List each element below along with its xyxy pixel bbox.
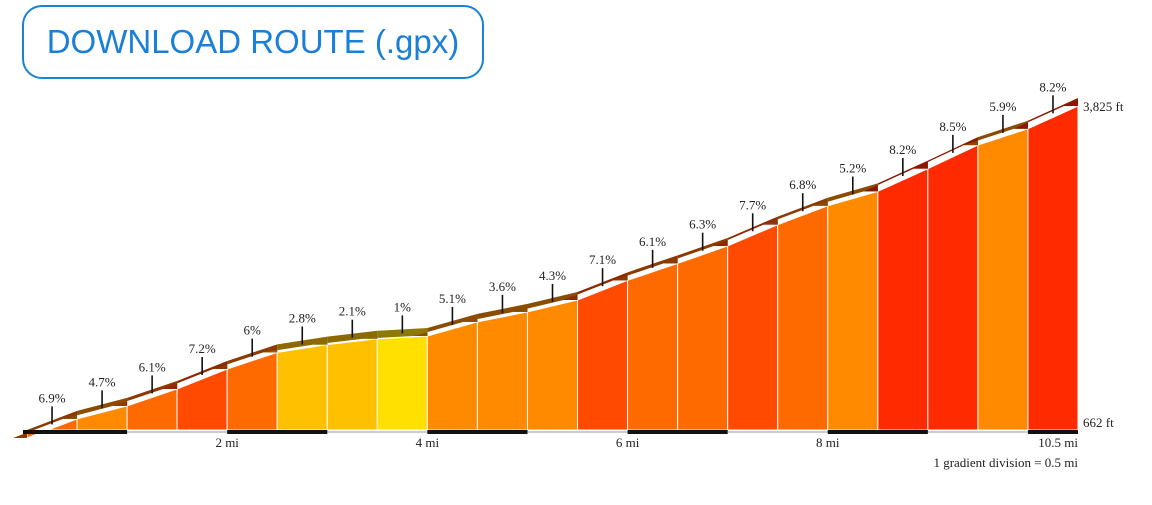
distance-end-label: 10.5 mi xyxy=(1038,435,1078,450)
segment-fill xyxy=(326,338,378,431)
gradient-label: 6.8% xyxy=(789,177,816,192)
gradient-label: 5.9% xyxy=(989,99,1016,114)
segment-fill xyxy=(376,335,428,431)
segment-fill xyxy=(426,321,478,431)
gradient-label: 6.3% xyxy=(689,217,716,232)
gradient-label: 1% xyxy=(394,299,412,314)
gradient-label: 2.8% xyxy=(289,310,316,325)
segment-fill xyxy=(126,388,178,431)
segment-top xyxy=(463,303,528,322)
gradient-label: 6.1% xyxy=(639,234,666,249)
segment-top xyxy=(513,291,578,312)
segment-top xyxy=(963,120,1028,146)
x-tick-label: 4 mi xyxy=(416,435,440,450)
x-tick-label: 8 mi xyxy=(816,435,840,450)
segment-fill xyxy=(226,351,278,431)
gradient-label: 8.2% xyxy=(889,142,916,157)
gradient-label: 7.2% xyxy=(189,341,216,356)
segment-top xyxy=(213,344,278,369)
segment-top xyxy=(663,237,728,264)
segment-fill xyxy=(927,144,979,431)
segment-fill xyxy=(1027,105,1079,431)
gradient-label: 6.1% xyxy=(139,359,166,374)
gradient-label: 6.9% xyxy=(38,390,65,405)
segment-fill xyxy=(627,262,679,431)
x-tick-label: 6 mi xyxy=(616,435,640,450)
segment-fill xyxy=(677,245,729,431)
segment-top xyxy=(913,137,978,169)
segment-top xyxy=(113,380,178,406)
segment-fill xyxy=(476,311,528,431)
gradient-label: 7.1% xyxy=(589,252,616,267)
segment-top xyxy=(263,336,328,353)
segment-top xyxy=(1013,98,1078,129)
segment-fill xyxy=(877,167,929,431)
gradient-label: 7.7% xyxy=(739,197,766,212)
gradient-label: 5.2% xyxy=(839,161,866,176)
distance-axis: 2 mi 4 mi 6 mi 8 mi xyxy=(23,430,1078,450)
elevation-min-label: 662 ft xyxy=(1083,415,1114,430)
gradient-label: 4.7% xyxy=(89,374,116,389)
segment-fill xyxy=(727,223,779,431)
segment-fill xyxy=(977,128,1029,431)
segment-top xyxy=(763,197,828,225)
segment-top xyxy=(613,255,678,281)
gradient-label: 4.3% xyxy=(539,268,566,283)
segment-top xyxy=(863,160,928,192)
segment-fill xyxy=(577,279,629,431)
segment-tops xyxy=(13,98,1078,438)
x-tick-label: 2 mi xyxy=(215,435,239,450)
segment-fill xyxy=(526,299,579,431)
gradient-label: 5.1% xyxy=(439,291,466,306)
segment-fill xyxy=(827,190,879,431)
gradient-label: 8.2% xyxy=(1039,79,1066,94)
segment-top xyxy=(713,216,778,246)
segment-fills xyxy=(26,105,1079,439)
segment-top xyxy=(163,360,228,389)
segment-top xyxy=(363,328,428,339)
elevation-max-label: 3,825 ft xyxy=(1083,99,1124,114)
gradient-label: 3.6% xyxy=(489,279,516,294)
gradient-markers xyxy=(51,95,1054,425)
segment-fill xyxy=(276,344,328,431)
segment-top xyxy=(413,313,478,337)
segment-top xyxy=(563,272,628,300)
segment-top xyxy=(313,330,378,345)
gradient-division-footnote: 1 gradient division = 0.5 mi xyxy=(933,455,1078,470)
segment-fill xyxy=(777,205,829,431)
gradient-label: 2.1% xyxy=(339,304,366,319)
download-route-button[interactable]: DOWNLOAD ROUTE (.gpx) xyxy=(22,5,484,79)
gradient-label: 6% xyxy=(244,323,262,338)
segment-top xyxy=(813,183,878,206)
segment-top xyxy=(63,397,128,419)
gradient-labels: 6.9% 4.7% 6.1% 7.2% 6% 2.8% 2.1% 1% 5.1% 3.6% 4.3%… xyxy=(38,79,1066,405)
gradient-label: 8.5% xyxy=(939,119,966,134)
